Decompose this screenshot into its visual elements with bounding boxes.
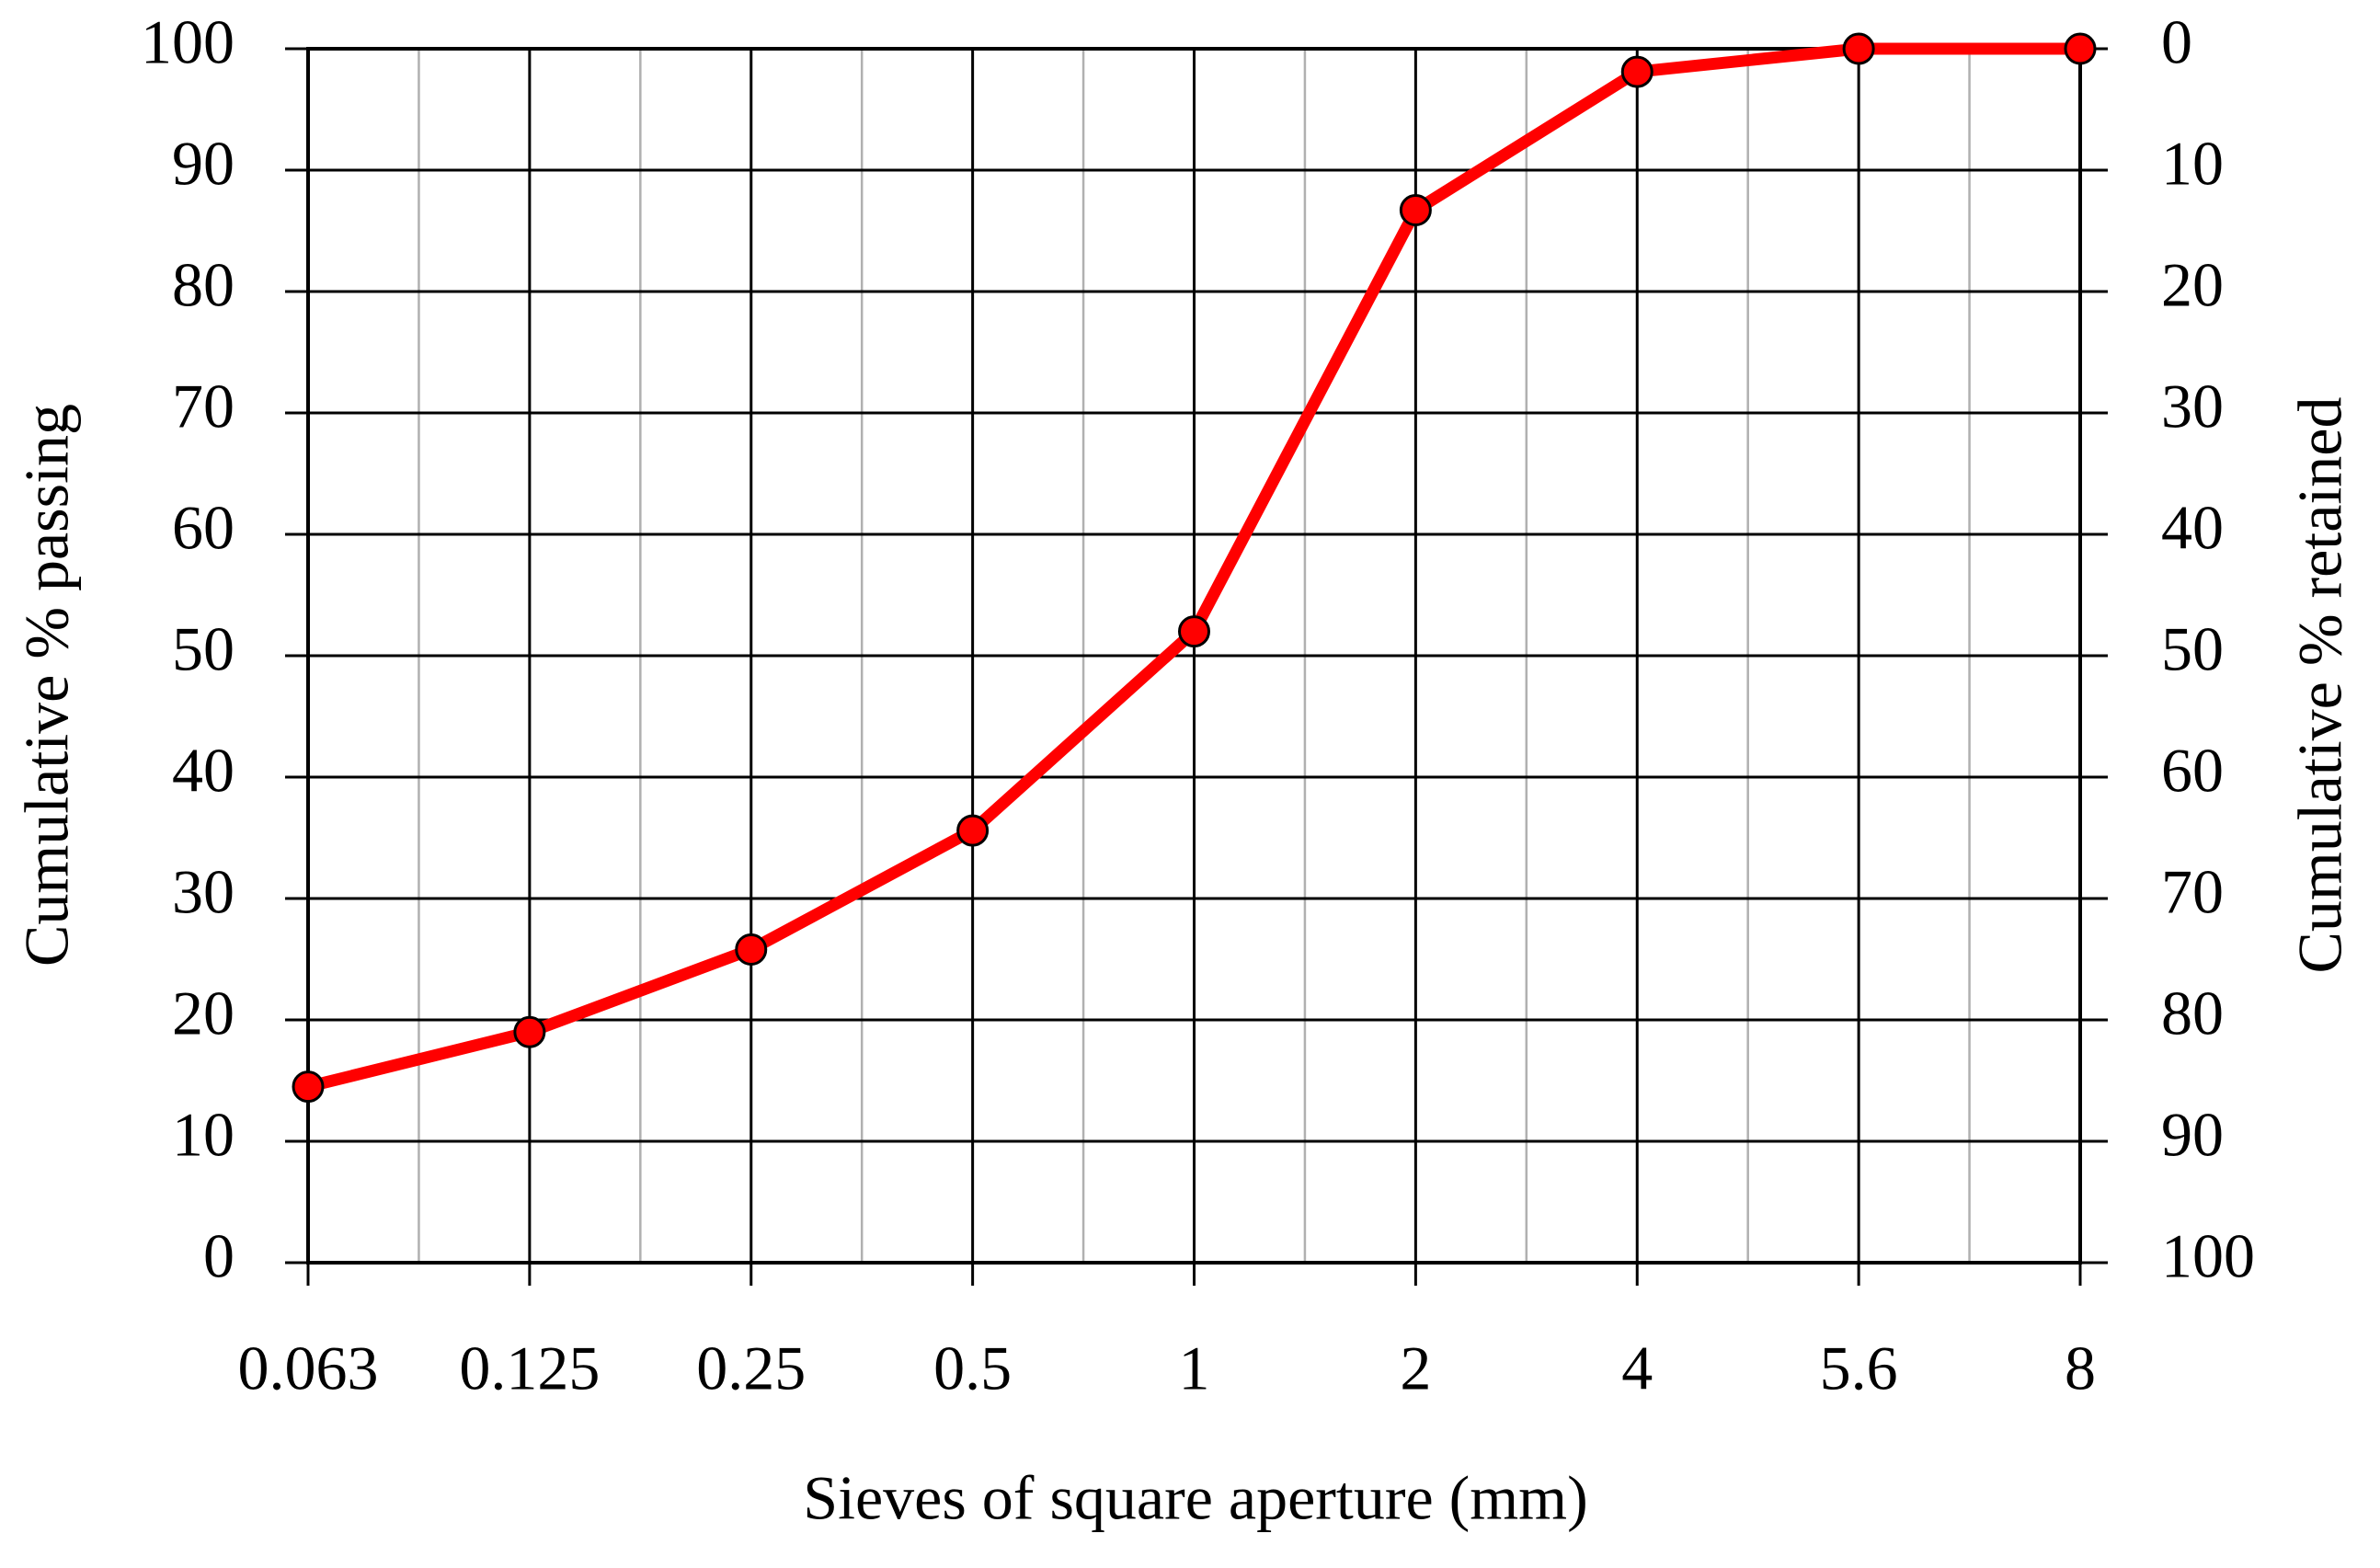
y2-tick-label: 90 — [2161, 1100, 2224, 1170]
y-tick-label: 60 — [172, 493, 235, 563]
data-point — [2064, 32, 2097, 65]
y-axis-title: Cumulative % passing — [12, 404, 82, 967]
x-tick-label: 5.6 — [1820, 1333, 1898, 1403]
y2-tick-label: 40 — [2161, 493, 2224, 563]
y-tick-label: 10 — [172, 1100, 235, 1170]
x-tick-label: 1 — [1179, 1333, 1210, 1403]
y-tick-label: 40 — [172, 736, 235, 806]
plot-frame — [306, 47, 2082, 1265]
data-point — [1620, 55, 1653, 88]
y2-tick-label: 30 — [2161, 372, 2224, 441]
y-tick-label: 50 — [172, 614, 235, 684]
x-tick-label: 0.5 — [933, 1333, 1012, 1403]
y-tick-label: 90 — [172, 129, 235, 199]
y-tick-label: 70 — [172, 372, 235, 441]
data-point — [292, 1070, 325, 1104]
data-point — [735, 933, 768, 966]
data-point — [1842, 32, 1875, 65]
y-tick-label: 100 — [141, 7, 235, 77]
x-tick-label: 0.063 — [238, 1333, 379, 1403]
x-tick-label: 0.125 — [459, 1333, 600, 1403]
data-point — [513, 1015, 546, 1048]
y2-tick-label: 0 — [2161, 7, 2192, 77]
y2-tick-label: 80 — [2161, 979, 2224, 1048]
x-tick-label: 4 — [1621, 1333, 1653, 1403]
x-axis-title: Sieves of square aperture (mm) — [803, 1463, 1587, 1533]
data-point — [1178, 615, 1210, 648]
data-point — [956, 814, 990, 847]
y2-tick-label: 10 — [2161, 129, 2224, 199]
data-point — [1399, 194, 1432, 227]
y-tick-label: 20 — [172, 979, 235, 1048]
x-tick-label: 2 — [1400, 1333, 1431, 1403]
y2-axis-title: Cumulative % retained — [2285, 397, 2355, 974]
y-tick-label: 0 — [203, 1221, 235, 1291]
y-tick-label: 80 — [172, 250, 235, 320]
y2-tick-label: 60 — [2161, 736, 2224, 806]
x-tick-label: 0.25 — [696, 1333, 806, 1403]
y2-tick-label: 20 — [2161, 250, 2224, 320]
x-tick-label: 8 — [2065, 1333, 2096, 1403]
y2-tick-label: 100 — [2161, 1221, 2255, 1291]
y-tick-label: 30 — [172, 857, 235, 927]
y2-tick-label: 50 — [2161, 614, 2224, 684]
y2-tick-label: 70 — [2161, 857, 2224, 927]
